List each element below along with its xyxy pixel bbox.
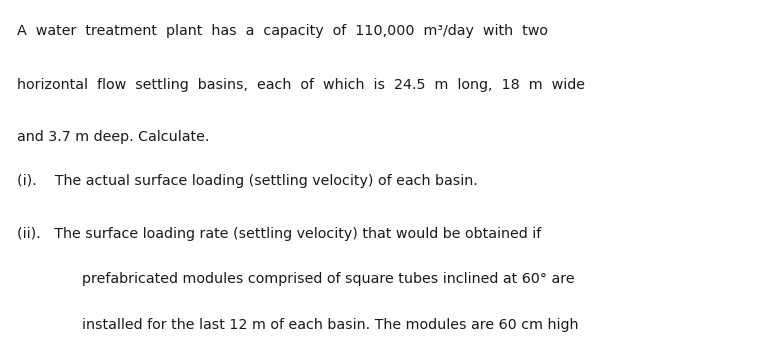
Text: and 3.7 m deep. Calculate.: and 3.7 m deep. Calculate. (17, 130, 209, 144)
Text: A  water  treatment  plant  has  a  capacity  of  110,000  m³/day  with  two: A water treatment plant has a capacity o… (17, 24, 548, 38)
Text: (i).    The actual surface loading (settling velocity) of each basin.: (i). The actual surface loading (settlin… (17, 174, 478, 187)
Text: prefabricated modules comprised of square tubes inclined at 60° are: prefabricated modules comprised of squar… (82, 272, 575, 286)
Text: horizontal  flow  settling  basins,  each  of  which  is  24.5  m  long,  18  m : horizontal flow settling basins, each of… (17, 78, 585, 92)
Text: installed for the last 12 m of each basin. The modules are 60 cm high: installed for the last 12 m of each basi… (82, 318, 579, 331)
Text: (ii).   The surface loading rate (settling velocity) that would be obtained if: (ii). The surface loading rate (settling… (17, 227, 542, 241)
